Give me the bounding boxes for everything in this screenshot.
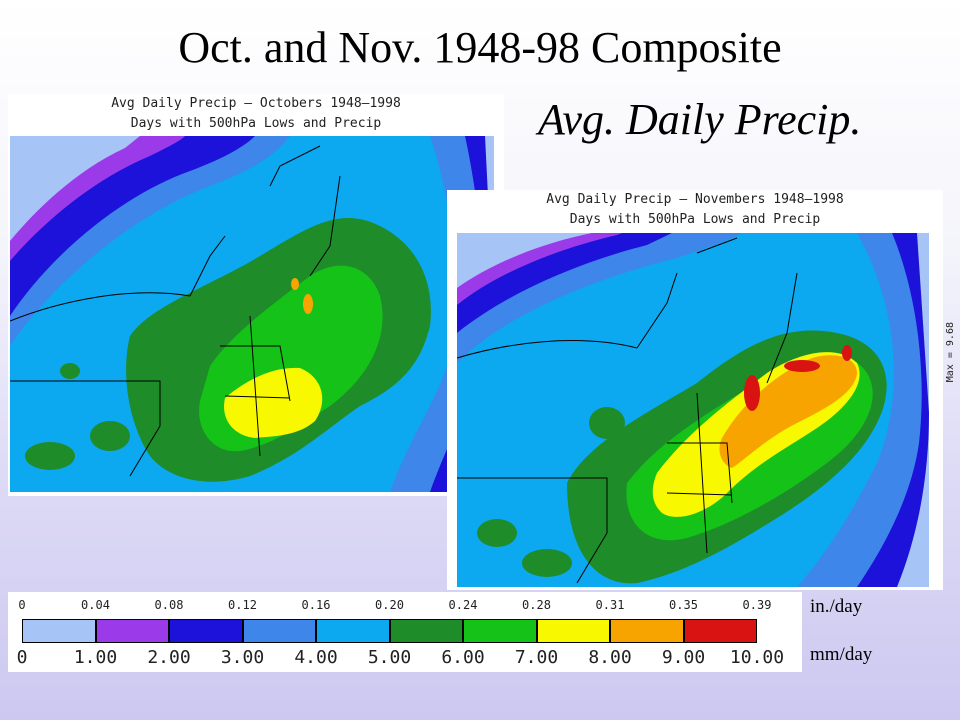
state-boundaries bbox=[457, 237, 798, 584]
november-precip-map bbox=[457, 233, 929, 587]
october-map-title: Avg Daily Precip – Octobers 1948–1998 bbox=[111, 96, 401, 111]
november-map-subtitle: Days with 500hPa Lows and Precip bbox=[569, 212, 821, 227]
legend-mm-label: 10.00 bbox=[729, 647, 785, 668]
legend-inches-label: 0.08 bbox=[154, 598, 184, 612]
precip-green-patch bbox=[477, 519, 517, 547]
band-ocean-light bbox=[897, 233, 929, 587]
legend-inches-label: 0.12 bbox=[228, 598, 257, 612]
slide-title: Oct. and Nov. 1948-98 Composite bbox=[178, 23, 782, 72]
legend-color-box bbox=[169, 619, 243, 643]
precip-yellow-region bbox=[224, 367, 323, 438]
legend-inches-label: 0.28 bbox=[522, 598, 551, 612]
legend-color-box bbox=[683, 619, 757, 643]
legend-color-box bbox=[22, 619, 96, 643]
precip-red-spot bbox=[744, 375, 760, 411]
max-value-label: Max = 9.68 bbox=[945, 322, 956, 383]
october-precip-map bbox=[10, 136, 494, 492]
precip-orange-spot bbox=[303, 294, 313, 314]
november-map-panel: Avg Daily Precip – Novembers 1948–1998 D… bbox=[447, 190, 956, 590]
legend-color-box bbox=[242, 619, 316, 643]
legend-color-box bbox=[463, 619, 537, 643]
legend-mm-label: 8.00 bbox=[588, 647, 632, 668]
band-pale-nw bbox=[457, 233, 592, 288]
legend-mm-label: 4.00 bbox=[294, 647, 338, 668]
legend-inches-label: 0 bbox=[18, 598, 26, 612]
legend-inches-label: 0.24 bbox=[448, 598, 478, 612]
legend-mm-label: 3.00 bbox=[220, 647, 265, 668]
november-map-title: Avg Daily Precip – Novembers 1948–1998 bbox=[546, 192, 844, 207]
band-pale-nw bbox=[10, 136, 140, 241]
slide-subtitle: Avg. Daily Precip. bbox=[538, 95, 862, 144]
legend-inches-label: 0.35 bbox=[669, 598, 698, 612]
legend-inches-label: 0.04 bbox=[81, 598, 110, 612]
october-map-panel: Avg Daily Precip – Octobers 1948–1998 Da… bbox=[8, 94, 504, 496]
legend-mm-label: 9.00 bbox=[661, 647, 706, 668]
legend-inches-label: 0.16 bbox=[301, 598, 331, 612]
precip-color-legend: 0 0.04 0.08 0.12 0.16 0.20 0.24 0.28 0.31 0.35 0.3… bbox=[8, 592, 802, 672]
legend-mm-label: 5.00 bbox=[367, 647, 412, 668]
legend-color-box bbox=[536, 619, 610, 643]
precip-orange-region bbox=[719, 355, 857, 468]
legend-mm-label: 7.00 bbox=[514, 647, 559, 668]
legend-color-box bbox=[316, 619, 390, 643]
unit-mm-label: mm/day bbox=[810, 644, 873, 665]
precip-green-patch bbox=[90, 421, 130, 451]
precip-green-patch bbox=[25, 442, 75, 470]
legend-color-box bbox=[95, 619, 169, 643]
legend-inches-label: 0.20 bbox=[375, 598, 404, 612]
precip-orange-spot bbox=[291, 278, 299, 290]
band-ocean-dark bbox=[857, 233, 929, 587]
legend-inches-label: 0.31 bbox=[595, 598, 625, 612]
legend-mm-label: 2.00 bbox=[147, 647, 191, 668]
legend-inches-label: 0.39 bbox=[742, 598, 772, 612]
legend-color-box bbox=[610, 619, 684, 643]
precip-green-patch bbox=[522, 549, 572, 577]
legend-color-box bbox=[389, 619, 463, 643]
precip-red-spot bbox=[784, 360, 820, 372]
band-ocean-blue bbox=[797, 233, 929, 587]
precip-green-patch bbox=[60, 363, 80, 379]
unit-inches-label: in./day bbox=[810, 596, 863, 617]
october-map-subtitle: Days with 500hPa Lows and Precip bbox=[130, 116, 382, 131]
legend-mm-label: 0 bbox=[16, 647, 28, 668]
legend-mm-label: 1.00 bbox=[73, 647, 118, 668]
precip-green-patch bbox=[589, 407, 625, 439]
state-boundaries bbox=[10, 145, 341, 477]
legend-mm-label: 6.00 bbox=[441, 647, 485, 668]
precip-red-spot bbox=[842, 345, 852, 361]
